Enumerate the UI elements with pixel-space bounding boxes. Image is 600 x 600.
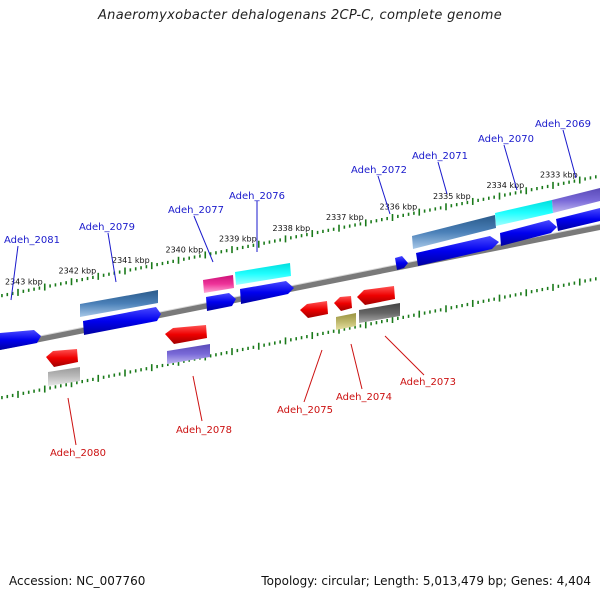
gene-arrow[interactable] <box>357 286 395 305</box>
gene-label[interactable]: Adeh_2074 <box>336 392 392 403</box>
gene-label[interactable]: Adeh_2069 <box>535 119 591 130</box>
homology-boxes-forward <box>80 188 600 317</box>
homology-box <box>48 367 80 386</box>
gene-arrow[interactable] <box>416 236 499 266</box>
gene-arrow[interactable] <box>0 330 41 350</box>
leader-line <box>107 232 117 283</box>
leader-line <box>303 349 323 403</box>
homology-box <box>167 344 210 364</box>
leader-line <box>562 129 577 179</box>
homology-box <box>235 263 291 285</box>
leader-line <box>350 343 363 390</box>
tick-label: 2338 kbp <box>273 224 311 233</box>
genome-summary: Topology: circular; Length: 5,013,479 bp… <box>261 574 591 588</box>
tick-label: 2339 kbp <box>219 235 257 244</box>
leader-line <box>67 397 77 446</box>
tick-label: 2340 kbp <box>166 245 204 254</box>
tick-label: 2334 kbp <box>487 181 525 190</box>
homology-box <box>359 303 400 323</box>
leader-line <box>377 175 391 215</box>
gene-arrow[interactable] <box>395 256 408 270</box>
leader-line <box>437 161 448 195</box>
homology-boxes-reverse <box>48 303 400 386</box>
leader-line <box>192 375 203 422</box>
gene-label[interactable]: Adeh_2070 <box>478 134 534 145</box>
gene-label[interactable]: Adeh_2073 <box>400 377 456 388</box>
gene-label[interactable]: Adeh_2080 <box>50 448 106 459</box>
homology-box <box>412 215 496 249</box>
gene-label[interactable]: Adeh_2079 <box>79 222 135 233</box>
gene-label[interactable]: Adeh_2077 <box>168 205 224 216</box>
page-title: Anaeromyxobacter dehalogenans 2CP-C, com… <box>97 8 503 23</box>
gene-arrow[interactable] <box>500 220 557 246</box>
homology-box <box>203 275 234 293</box>
gene-label[interactable]: Adeh_2076 <box>229 191 285 202</box>
gene-arrow[interactable] <box>165 325 207 344</box>
tick-marks <box>1 175 597 400</box>
gene-label[interactable]: Adeh_2071 <box>412 151 468 162</box>
leader-line <box>384 335 425 376</box>
gene-label[interactable]: Adeh_2081 <box>4 235 60 246</box>
leader-line <box>503 144 518 191</box>
homology-box <box>495 200 553 226</box>
tick-label: 2333 kbp <box>540 170 578 179</box>
gene-arrow[interactable] <box>206 293 236 311</box>
gene-arrow[interactable] <box>334 296 352 311</box>
gene-label[interactable]: Adeh_2078 <box>176 425 232 436</box>
accession-label: Accession: NC_007760 <box>9 574 146 588</box>
homology-box <box>552 188 600 213</box>
gene-arrow[interactable] <box>46 349 78 367</box>
tick-label: 2337 kbp <box>326 213 364 222</box>
gene-arrow[interactable] <box>300 301 328 318</box>
leader-line <box>193 215 214 263</box>
tick-labels: 2343 kbp 2342 kbp 2341 kbp 2340 kbp 2339 kbp… <box>5 170 578 286</box>
tick-label: 2336 kbp <box>380 203 418 212</box>
forward-genes <box>0 208 600 350</box>
gene-label[interactable]: Adeh_2072 <box>351 165 407 176</box>
leader-line <box>10 245 19 301</box>
homology-box <box>80 290 158 317</box>
tick-label: 2335 kbp <box>433 192 471 201</box>
tick-label: 2343 kbp <box>5 277 43 286</box>
gene-arrow[interactable] <box>240 281 294 304</box>
reverse-genes <box>46 286 395 367</box>
gene-label[interactable]: Adeh_2075 <box>277 405 333 416</box>
gene-labels: Adeh_2081 Adeh_2079 Adeh_2077 Adeh_2076 … <box>4 119 591 459</box>
homology-box <box>336 313 356 330</box>
gene-arrow[interactable] <box>556 208 600 231</box>
tick-label: 2342 kbp <box>59 267 97 276</box>
label-leaders <box>10 129 577 446</box>
gene-arrow[interactable] <box>83 307 161 335</box>
tick-label: 2341 kbp <box>112 256 150 265</box>
